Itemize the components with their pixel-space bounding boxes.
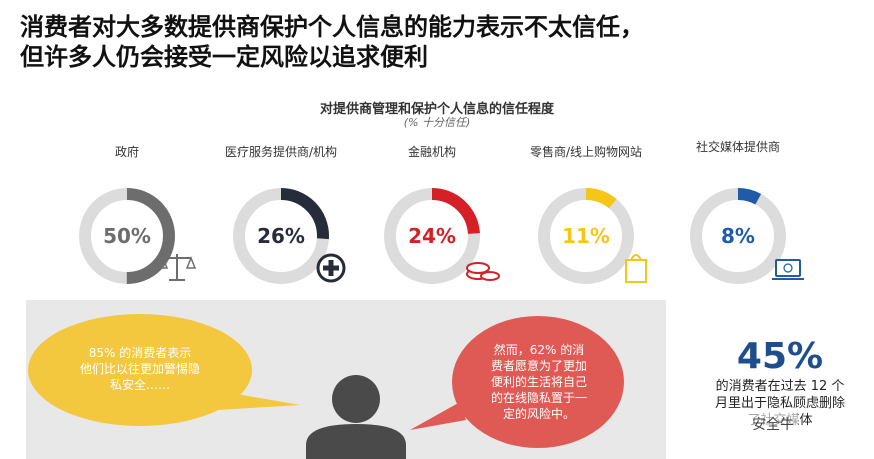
medical-cross-icon: [316, 253, 346, 283]
donut-value-label: 50%: [103, 224, 151, 248]
left-bubble-tail: [218, 392, 300, 410]
shopping-bag-icon: [625, 254, 647, 283]
right-bubble-tail: [410, 402, 466, 430]
donut-value-arc: [538, 188, 634, 284]
chart-subtitle: (% 十分信任): [403, 116, 471, 129]
headline-line-1: 消费者对大多数提供商保护个人信息的能力表示不太信任，: [20, 13, 644, 41]
coins-icon: [466, 262, 500, 281]
donut-charts: 50% 26% 24% 11% 8%: [79, 188, 804, 284]
left-speech-bubble: [28, 314, 252, 426]
headline: 消费者对大多数提供商保护个人信息的能力表示不太信任， 但许多人仍会接受一定风险以…: [20, 12, 860, 72]
donut-value-arc: [690, 188, 786, 284]
category-label: 零售商/线上购物网站: [529, 145, 643, 159]
stat-text: 的消费者在过去 12 个 月里出于隐私顾虑删除 了社交媒体: [714, 379, 845, 428]
donut-value-label: 24%: [408, 224, 456, 248]
donut-4: 11%: [538, 188, 647, 284]
donut-value-label: 26%: [257, 224, 305, 248]
right-speech-bubble: [452, 316, 624, 448]
stat-value: 45%: [736, 336, 824, 377]
donut-value-arc: [79, 188, 175, 284]
watermark: 安全牛: [748, 412, 798, 436]
scales-icon: [157, 254, 197, 281]
donut-value-label: 8%: [721, 224, 755, 248]
donut-2: 26%: [233, 188, 346, 284]
donut-5: 8%: [690, 188, 804, 284]
donut-value-arc: [384, 188, 480, 284]
donut-3: 24%: [384, 188, 500, 284]
person-body: [306, 424, 406, 459]
chart-title: 对提供商管理和保护个人信息的信任程度: [319, 102, 554, 117]
category-label: 医疗服务提供商/机构: [224, 145, 338, 159]
left-callout-text: 85% 的消费者表示 他们比以往更加警惕隐 私安全……: [79, 346, 200, 392]
person-head: [332, 375, 380, 423]
category-label: 社交媒体提供商: [695, 140, 780, 154]
right-callout-text: 然而，62% 的消 费者愿意为了更加 便利的生活将自己 的在线隐私置于一 定的风…: [490, 343, 587, 421]
donut-value-arc: [233, 188, 329, 284]
donut-1: 50%: [79, 188, 197, 284]
laptop-icon: [772, 259, 804, 280]
category-label: 金融机构: [407, 145, 456, 159]
category-label: 政府: [114, 145, 139, 159]
donut-value-label: 11%: [562, 224, 610, 248]
headline-line-2: 但许多人仍会接受一定风险以追求便利: [20, 43, 428, 71]
